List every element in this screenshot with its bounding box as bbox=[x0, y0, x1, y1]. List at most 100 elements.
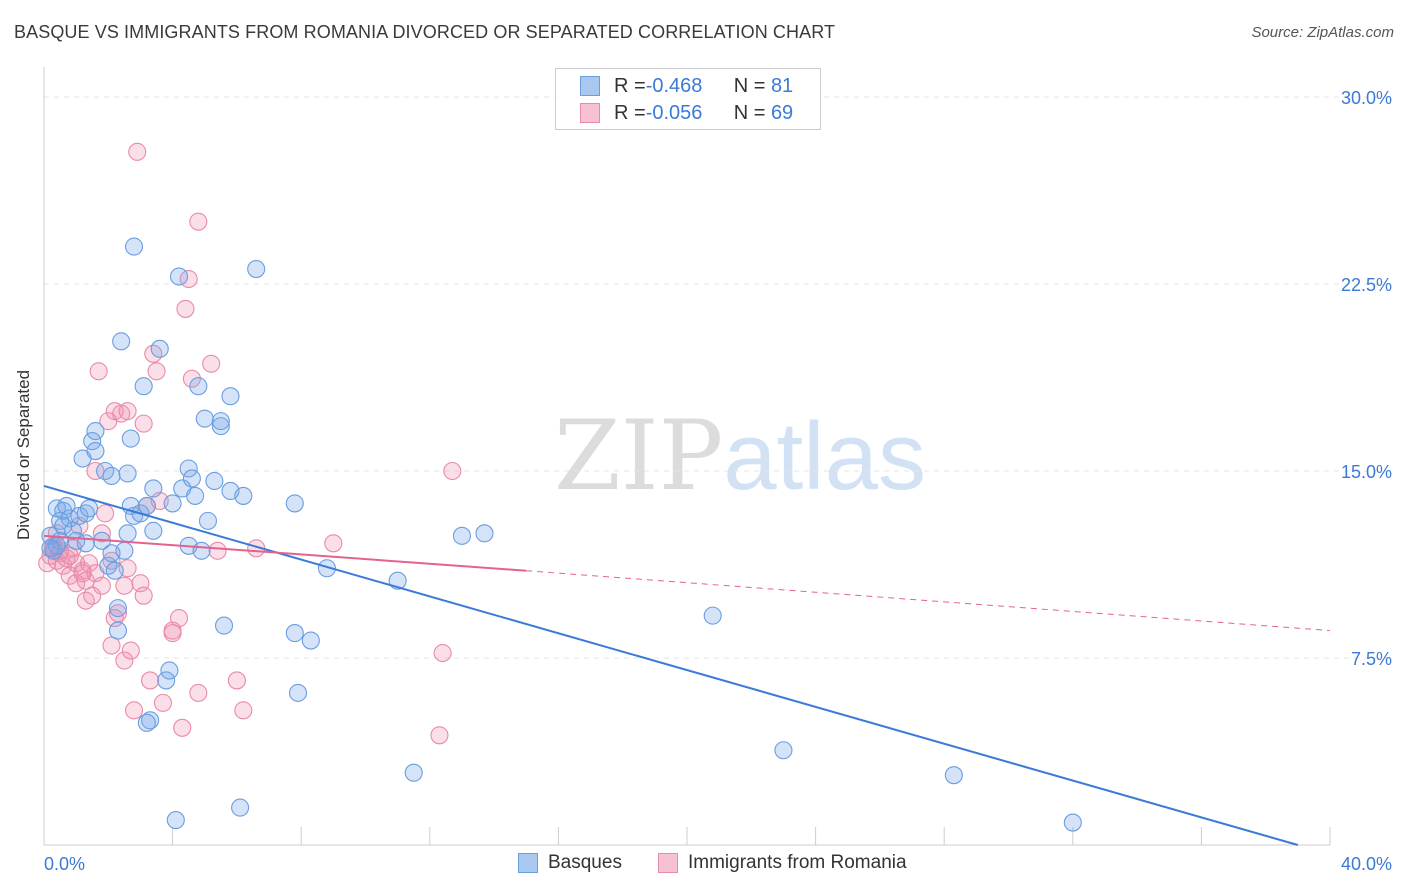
romania-point bbox=[118, 402, 137, 421]
basques-point bbox=[137, 496, 156, 515]
x-tick-label: 0.0% bbox=[44, 854, 85, 874]
basques-point bbox=[703, 606, 722, 625]
romania-point bbox=[60, 546, 79, 565]
basques-point bbox=[211, 412, 230, 431]
basques-point bbox=[105, 561, 124, 580]
legend-row-basques: R = -0.468 N = 81 bbox=[580, 73, 793, 99]
romania-point bbox=[115, 576, 134, 595]
basques-point bbox=[285, 494, 304, 513]
romania-point bbox=[147, 362, 166, 381]
romania-point bbox=[324, 534, 343, 553]
basques-point bbox=[150, 339, 169, 358]
romania-point bbox=[79, 554, 99, 573]
bottom-legend-label-romania: Immigrants from Romania bbox=[688, 852, 907, 873]
romania-point bbox=[433, 643, 452, 663]
basques-point bbox=[198, 511, 218, 530]
romania-point bbox=[153, 693, 173, 712]
romania-point bbox=[430, 726, 449, 745]
basques-point bbox=[79, 499, 99, 518]
basques-point bbox=[108, 621, 127, 640]
basques-point bbox=[102, 544, 121, 563]
basques-point bbox=[944, 766, 963, 785]
basques-point bbox=[76, 504, 95, 523]
basques-point bbox=[205, 471, 224, 491]
legend-n-label: N = bbox=[733, 74, 771, 97]
basques-point bbox=[108, 599, 127, 618]
basques-point bbox=[186, 486, 205, 505]
basques-point bbox=[163, 494, 182, 513]
basques-point bbox=[169, 267, 189, 286]
basques-point bbox=[160, 661, 179, 680]
correlation-legend: R = -0.468 N = 81 R = -0.056 N = 69 bbox=[555, 68, 821, 130]
basques-point bbox=[195, 409, 214, 428]
romania-point bbox=[128, 142, 147, 161]
basques-point bbox=[54, 516, 73, 535]
basques-point bbox=[247, 259, 266, 279]
legend-r-value: -0.468 bbox=[645, 74, 703, 97]
basques-point bbox=[182, 469, 201, 488]
basques-point bbox=[134, 377, 153, 396]
romania-point bbox=[176, 299, 195, 318]
romania-point bbox=[67, 554, 86, 573]
romania-point bbox=[89, 362, 108, 381]
basques-point bbox=[388, 571, 407, 590]
basques-point bbox=[1063, 813, 1082, 832]
y-axis-label: Divorced or Separated bbox=[14, 369, 33, 541]
romania-point bbox=[189, 683, 208, 702]
basques-point bbox=[41, 539, 60, 558]
basques-point bbox=[231, 798, 250, 817]
romania-trend-extension bbox=[526, 570, 1331, 632]
basques-point bbox=[102, 466, 121, 486]
legend-r-label: R = bbox=[614, 101, 646, 124]
legend-n-value: 69 bbox=[770, 101, 794, 124]
y-tick-label: 30.0% bbox=[1341, 88, 1392, 108]
bottom-legend-basques: Basques bbox=[518, 852, 622, 874]
basques-point bbox=[166, 811, 185, 830]
romania-trend-line bbox=[43, 534, 527, 572]
source-label: Source: ZipAtlas.com bbox=[1251, 24, 1394, 41]
basques-point bbox=[317, 559, 336, 578]
y-tick-label: 7.5% bbox=[1351, 649, 1392, 669]
basques-point bbox=[137, 713, 156, 732]
legend-n-value: 81 bbox=[770, 74, 794, 97]
romania-point bbox=[234, 701, 253, 720]
romania-point bbox=[96, 504, 115, 523]
basques-point bbox=[211, 417, 230, 436]
basques-point bbox=[54, 501, 73, 520]
basques-point bbox=[86, 442, 105, 461]
basques-point bbox=[124, 237, 144, 256]
romania-point bbox=[92, 524, 111, 543]
basques-point bbox=[214, 616, 234, 635]
romania-point bbox=[121, 641, 140, 660]
basques-point bbox=[112, 332, 131, 351]
romania-point bbox=[92, 576, 111, 595]
basques-point bbox=[475, 524, 494, 543]
basques-point bbox=[404, 763, 423, 782]
basques-point bbox=[63, 521, 82, 540]
bottom-legend-label-basques: Basques bbox=[548, 852, 622, 873]
y-tick-label: 15.0% bbox=[1341, 462, 1392, 482]
romania-point bbox=[189, 212, 208, 231]
basques-point bbox=[189, 377, 208, 396]
romania-point bbox=[208, 541, 227, 560]
basques-point bbox=[234, 486, 253, 505]
x-tick-label: 40.0% bbox=[1341, 854, 1392, 874]
basques-point bbox=[179, 459, 198, 478]
basques-trend-line bbox=[43, 484, 1299, 846]
basques-point bbox=[774, 741, 793, 760]
basques-point bbox=[192, 541, 211, 560]
basques-point bbox=[118, 524, 137, 543]
legend-n-label: N = bbox=[733, 101, 771, 124]
romania-point bbox=[102, 551, 121, 570]
romania-point bbox=[124, 701, 144, 720]
romania-point bbox=[115, 651, 134, 670]
basques-point bbox=[288, 683, 308, 702]
basques-point bbox=[118, 464, 137, 483]
basques-point bbox=[285, 624, 304, 643]
romania-point bbox=[227, 671, 246, 690]
romania-point bbox=[182, 369, 201, 388]
basques-point bbox=[76, 534, 95, 553]
romania-point bbox=[102, 636, 121, 655]
bottom-legend-romania: Immigrants from Romania bbox=[658, 852, 907, 874]
bottom-legend-swatch-romania bbox=[658, 853, 678, 873]
